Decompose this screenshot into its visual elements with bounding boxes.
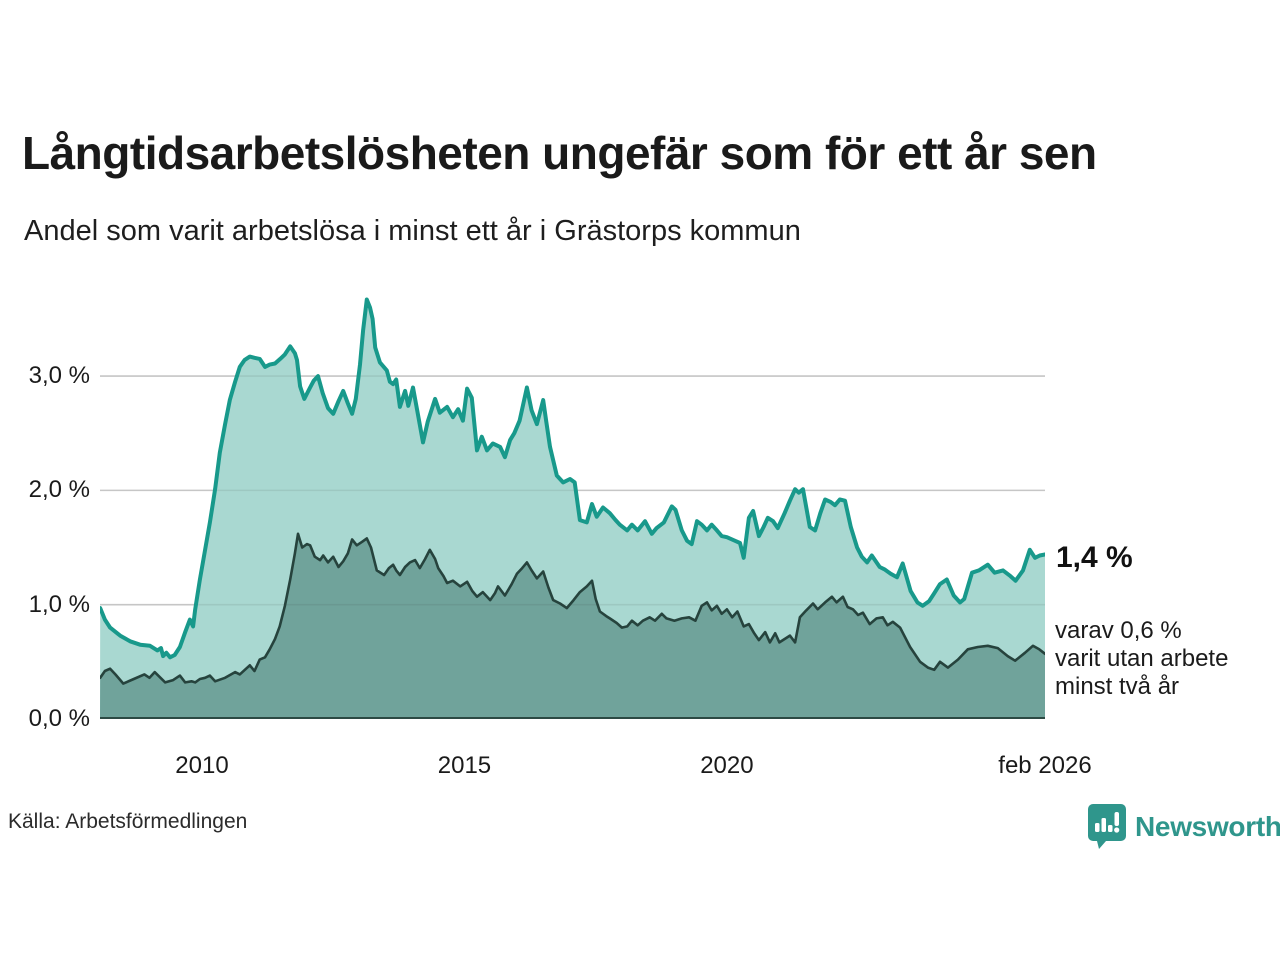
x-tick-label: feb 2026 — [998, 752, 1092, 779]
chart-subtitle: Andel som varit arbetslösa i minst ett å… — [24, 215, 801, 247]
x-tick-label: 2010 — [175, 752, 229, 779]
latest-sub-annotation: varav 0,6 % varit utan arbete minst två … — [1055, 617, 1228, 701]
newsworthy-logo: Newsworthy — [1087, 803, 1280, 850]
annotation-line-2: varit utan arbete — [1055, 645, 1229, 672]
annotation-line-3: minst två år — [1055, 673, 1180, 700]
series-2-area — [100, 533, 1045, 719]
area-chart — [100, 297, 1045, 719]
series-2-line — [100, 532, 1045, 685]
newsworthy-bubble-icon — [1088, 804, 1126, 849]
brand-name: Newsworthy — [1135, 810, 1280, 842]
latest-value-label: 1,4 % — [1056, 541, 1133, 574]
y-tick-label: 3,0 % — [28, 362, 90, 390]
annotation-line-1: varav 0,6 % — [1055, 617, 1182, 644]
y-tick-label: 2,0 % — [28, 476, 90, 504]
page-title: Långtidsarbetslösheten ungefär som för e… — [22, 127, 1097, 179]
series-1-line — [100, 297, 1045, 660]
x-tick-label: 2015 — [437, 752, 492, 779]
source-credit: Källa: Arbetsförmedlingen — [8, 810, 248, 833]
y-tick-label: 0,0 % — [28, 705, 90, 732]
x-tick-label: 2020 — [700, 752, 754, 779]
y-tick-label: 1,0 % — [28, 590, 90, 618]
